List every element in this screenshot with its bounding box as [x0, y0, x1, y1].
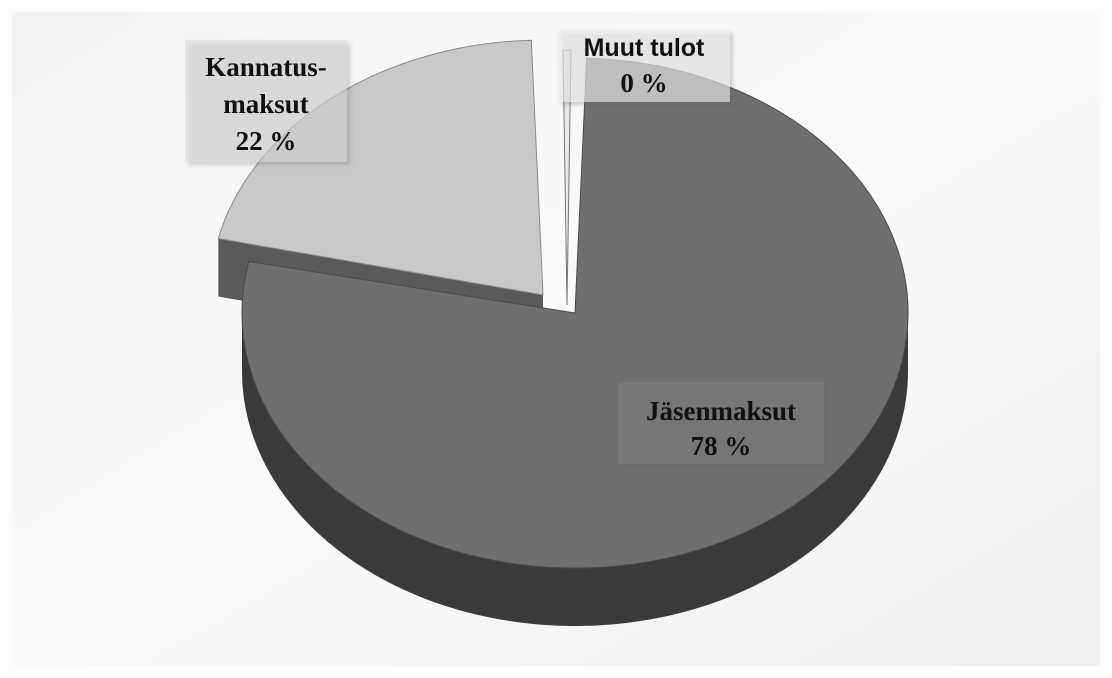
label-kannatusmaksut-line2: maksut: [223, 89, 309, 119]
label-muut-tulot: Muut tulot: [584, 34, 705, 62]
label-box-muut-tulot: [558, 30, 730, 102]
value-label-kannatusmaksut: 22 %: [236, 126, 297, 156]
label-box-jasenmaksut: [618, 382, 824, 464]
label-jasenmaksut: Jäsenmaksut: [646, 396, 796, 426]
value-label-muut-tulot: 0 %: [620, 68, 667, 98]
value-label-jasenmaksut: 78 %: [691, 431, 752, 461]
label-kannatusmaksut-line1: Kannatus-: [205, 52, 327, 82]
label-box-kannatusmaksut: [185, 40, 347, 162]
